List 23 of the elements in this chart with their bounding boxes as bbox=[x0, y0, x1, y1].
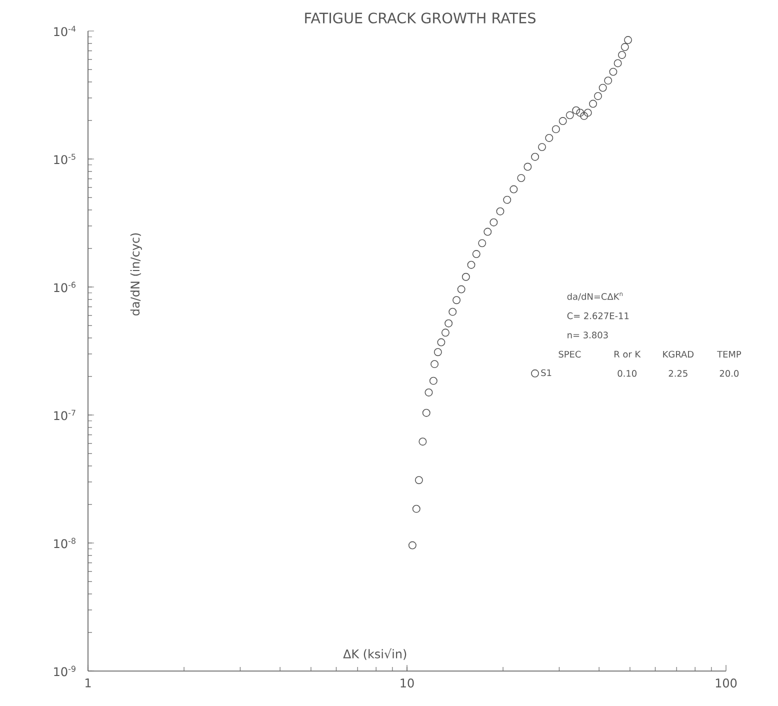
legend-label: S1 bbox=[541, 369, 552, 376]
y-tick-label: 10$^{-9}$ bbox=[54, 666, 76, 676]
annotation: TEMP bbox=[717, 350, 742, 358]
annotation: 20.0 bbox=[720, 370, 739, 377]
x-tick-label: 10 bbox=[400, 678, 414, 688]
y-tick-label: 10$^{-7}$ bbox=[54, 410, 76, 420]
annotation: R or K bbox=[614, 350, 641, 358]
y-tick-label: 10$^{-8}$ bbox=[54, 538, 76, 548]
annotation: KGRAD bbox=[663, 350, 694, 358]
y-tick-label: 10$^{-4}$ bbox=[54, 26, 76, 36]
annotation: da/dN=CΔK$^{n}$ bbox=[567, 292, 623, 301]
x-axis-title: ΔK (ksi√in) bbox=[343, 648, 406, 660]
x-tick-label: 100 bbox=[716, 678, 737, 688]
annotation: 2.25 bbox=[668, 370, 688, 377]
chart-title: FATIGUE CRACK GROWTH RATES bbox=[305, 12, 536, 24]
y-tick-label: 10$^{-5}$ bbox=[54, 154, 76, 164]
y-axis-title: da/dN (in/cyc) bbox=[130, 233, 142, 316]
annotation: 0.10 bbox=[618, 370, 637, 377]
annotation: C= 2.627E-11 bbox=[567, 312, 629, 320]
annotation: SPEC bbox=[558, 350, 581, 358]
x-tick-label: 1 bbox=[86, 678, 91, 688]
y-tick-label: 10$^{-6}$ bbox=[54, 282, 76, 292]
annotation: n= 3.803 bbox=[568, 332, 608, 338]
